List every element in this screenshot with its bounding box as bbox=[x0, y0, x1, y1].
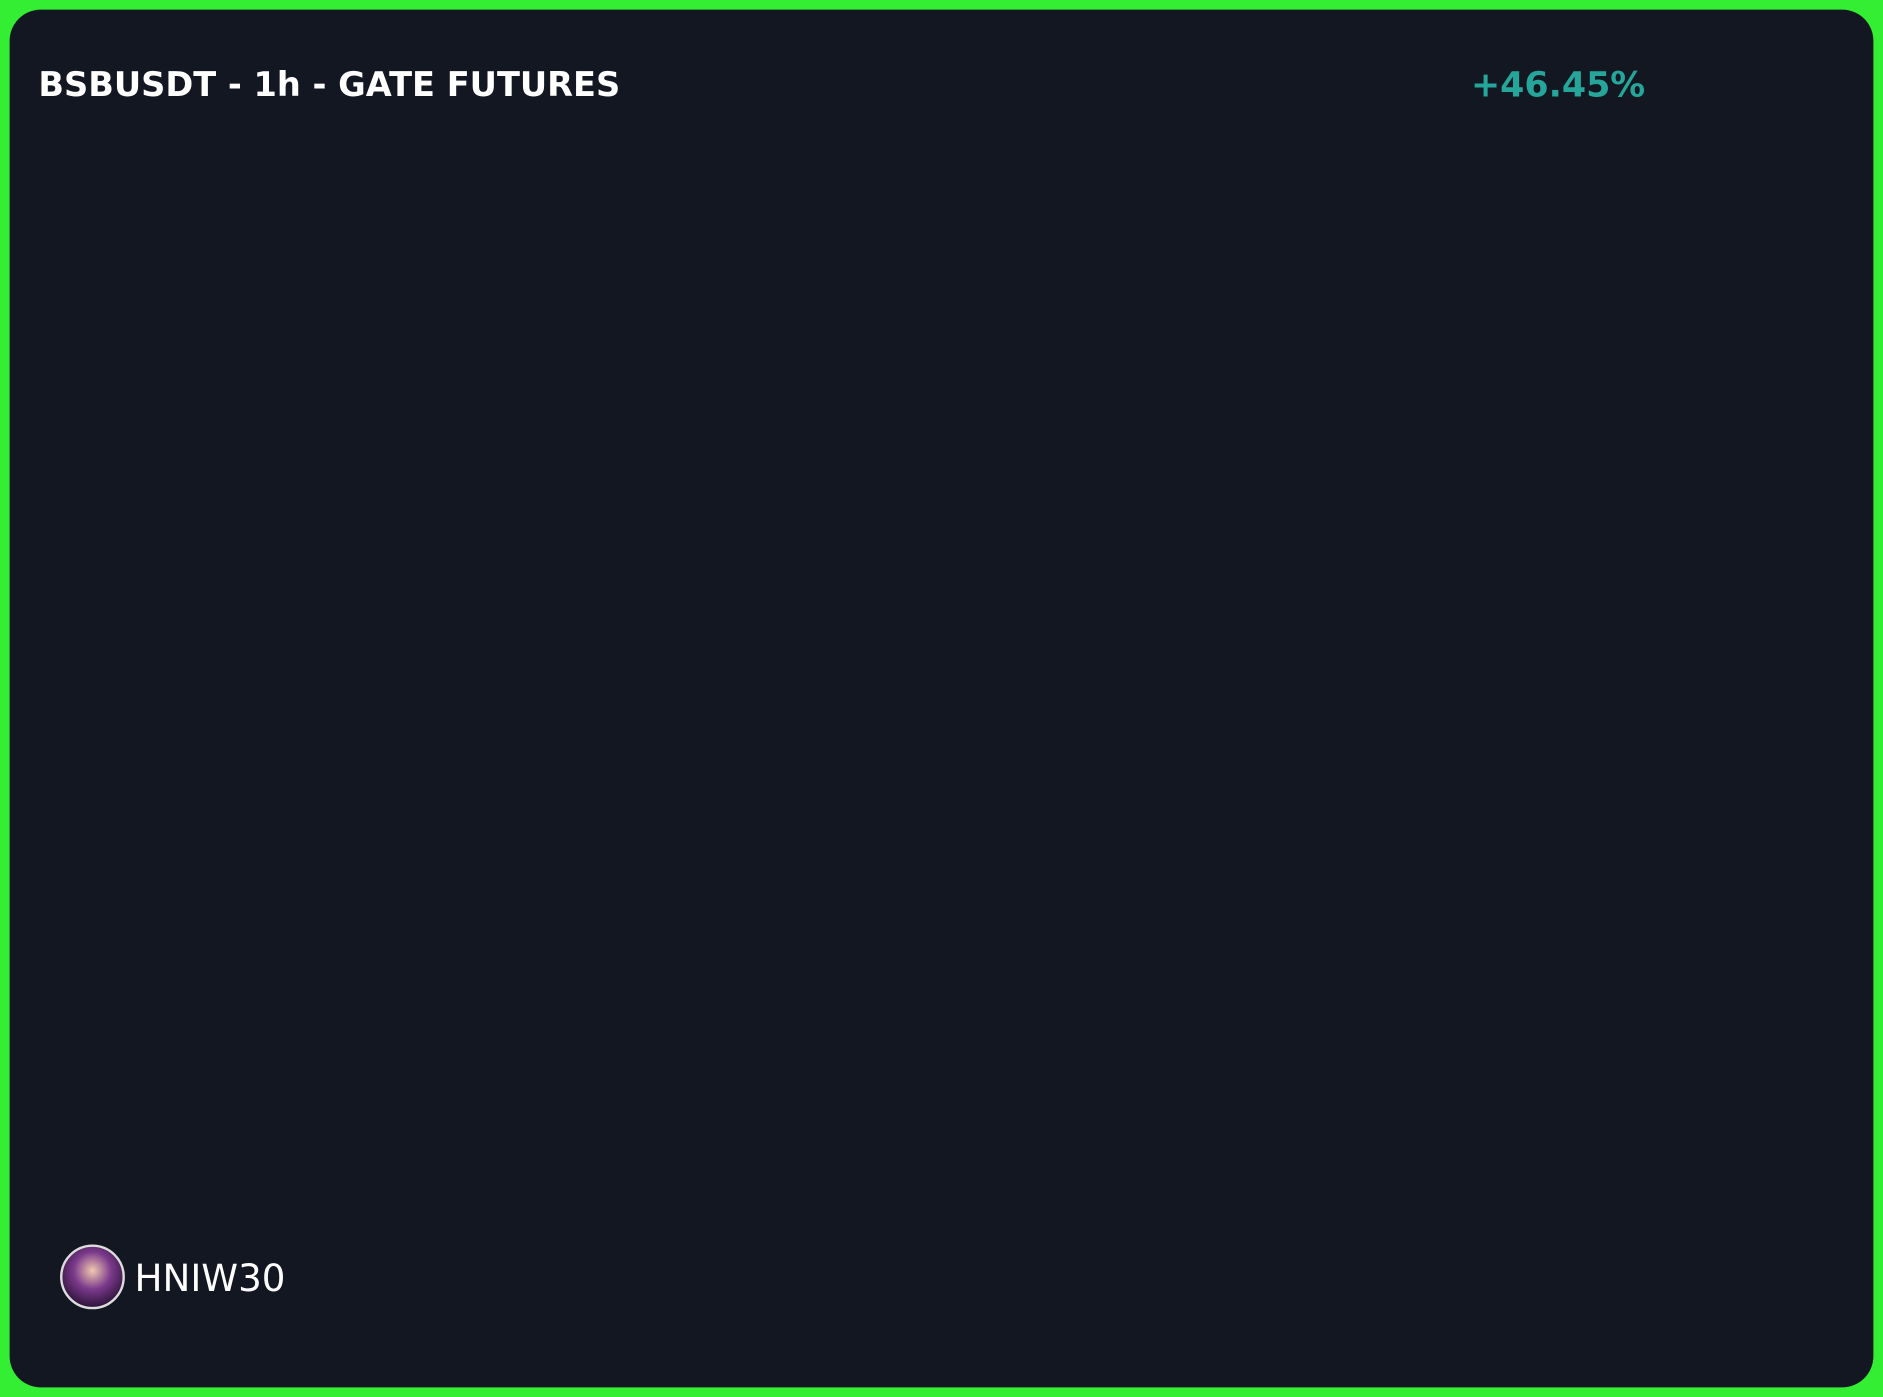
avatar bbox=[60, 1244, 125, 1310]
panel bbox=[9, 9, 1874, 1388]
change-label: +46.45% bbox=[1471, 65, 1645, 105]
chart-title: BSBUSDT - 1h - GATE FUTURES bbox=[38, 65, 620, 104]
watermark: HNIW30 bbox=[135, 1256, 286, 1300]
